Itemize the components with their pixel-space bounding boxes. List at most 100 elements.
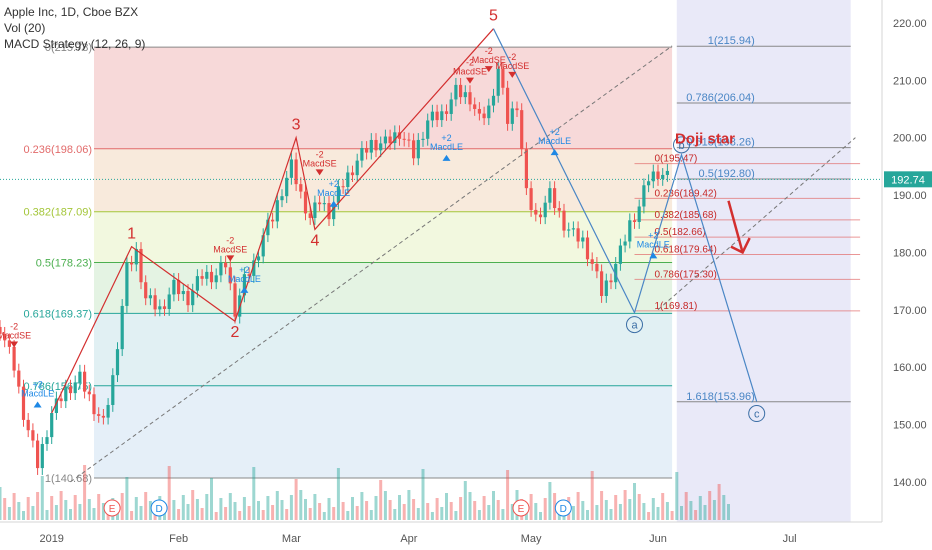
candle-body [125,262,129,306]
volume-bar [661,493,665,520]
volume-bar [581,501,585,520]
candle-body [200,276,204,279]
volume-bar [449,502,453,520]
volume-bar [205,494,209,520]
volume-bar [327,498,331,520]
abc-circle [673,136,690,154]
volume-bar [482,496,486,520]
candle-body [402,138,406,140]
volume-bar [322,512,326,520]
candle-body [177,279,181,295]
volume-bar [618,504,622,520]
volume-bar [496,500,500,520]
candle-body [576,228,580,242]
candle-body [665,170,669,175]
candle-body [101,415,105,418]
macd-short-count: -2 [466,58,474,68]
macd-short-count: -2 [10,321,18,331]
price-tick-label: 180.00 [893,247,927,259]
candle-body [412,140,416,159]
volume-bar [651,498,655,520]
fib-level-label: 0.5(178.23) [36,258,92,270]
macd-short-count: -2 [508,52,516,62]
volume-bar [487,505,491,520]
volume-bar [468,492,472,520]
candle-body [280,196,284,201]
legend-strategy[interactable]: MACD Strategy (12, 26, 9) [4,37,146,51]
legend-symbol[interactable]: Apple Inc, 1D, Cboe BZX [4,5,139,19]
candle-body [656,171,660,179]
volume-bar [722,495,726,520]
fib-small-label: 0.382(185.68) [655,210,717,221]
candle-body [191,290,195,306]
event-marker [512,499,530,517]
volume-bar [172,500,176,520]
candle-body [111,375,115,405]
volume-bar [680,506,683,520]
candle-body [585,237,590,260]
macd-short-arrow [466,77,474,84]
volume-bar [539,512,542,520]
candle-body [322,203,326,205]
candle-body [271,219,275,222]
macd-long-arrow [329,200,338,207]
fib-zone [94,262,673,314]
candle-body [21,386,26,420]
legend-volume[interactable]: Vol (20) [4,21,46,35]
volume-bar [64,500,68,520]
candle-body [153,295,157,310]
event-marker-label: D [560,504,567,515]
candle-body [355,160,359,176]
volume-bar [22,511,25,520]
volume-bar [351,497,354,520]
candle-body [647,181,651,186]
volume-bar [280,500,284,520]
candle-body [318,202,322,205]
volume-bar [501,509,505,520]
candle-body [233,283,237,317]
candle-body [548,188,552,203]
abc-label: b [678,140,684,152]
event-marker [554,499,572,517]
candle-body [0,326,2,334]
volume-bar [445,493,448,520]
price-tick-label: 140.00 [893,477,927,489]
candle-body [327,203,331,220]
elliott-wave-label: 4 [310,232,319,249]
macd-long-label: MacdLE [637,239,670,249]
last-price-label: 192.74 [891,174,925,186]
event-marker [103,499,121,517]
volume-bar [647,512,651,520]
volume-bar [717,484,721,520]
volume-bar [210,478,213,520]
volume-bar [703,505,707,520]
fib-small-label: 0.5(182.66) [655,227,706,238]
volume-bar [224,507,228,520]
candle-body [463,92,467,98]
candle-body [45,437,49,444]
volume-bar [139,506,143,520]
candle-body [313,202,317,218]
volume-bar [398,495,401,520]
candle-body [459,84,463,98]
candle-body [92,394,96,415]
volume-bar [336,468,340,520]
volume-bar [134,497,138,520]
candle-body [609,280,613,283]
volume-bar [97,494,101,520]
candle-body [496,68,500,96]
candle-body [64,386,68,402]
volume-bar [247,506,251,520]
candle-body [17,370,21,387]
macd-short-label: MacdSE [0,330,31,340]
doji-arrow-head [730,237,751,255]
candle-body [628,220,632,242]
macd-long-arrow [240,286,249,293]
volume-bar [430,512,434,520]
volume-bar [402,504,406,520]
fib-small-label: 1(169.81) [655,301,698,312]
candle-body [40,443,44,469]
macd-short-label: MacdSE [213,244,247,254]
candle-body [341,186,345,188]
